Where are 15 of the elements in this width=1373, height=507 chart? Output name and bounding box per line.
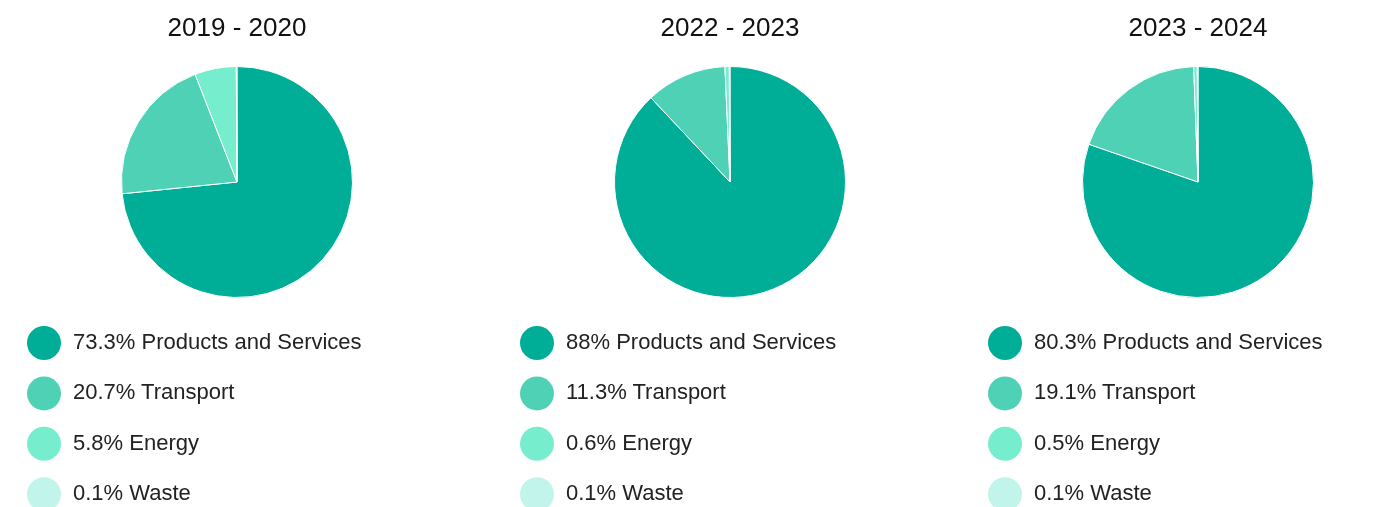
legend-label: 5.8% Energy xyxy=(73,429,199,455)
chart-title: 2019 - 2020 xyxy=(166,12,308,43)
legend-label: 0.1% Waste xyxy=(73,480,191,506)
legend-label: 0.1% Waste xyxy=(1034,480,1152,506)
legend-label: 0.1% Waste xyxy=(566,480,684,506)
legend-label: 19.1% Transport xyxy=(1034,379,1196,405)
chart-title: 2023 - 2024 xyxy=(1127,12,1269,43)
legend-label: 20.7% Transport xyxy=(73,379,235,405)
chart-title: 2022 - 2023 xyxy=(659,12,801,43)
legend-label: 80.3% Products and Services xyxy=(1034,329,1323,355)
legend-label: 73.3% Products and Services xyxy=(73,329,362,355)
legend-label: 88% Products and Services xyxy=(566,329,837,355)
legend-label: 11.3% Transport xyxy=(566,379,726,405)
legend-label: 0.6% Energy xyxy=(566,429,692,455)
legend-label: 0.5% Energy xyxy=(1034,429,1160,455)
